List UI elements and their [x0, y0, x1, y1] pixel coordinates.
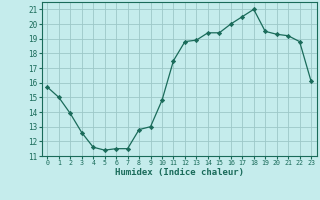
X-axis label: Humidex (Indice chaleur): Humidex (Indice chaleur) — [115, 168, 244, 177]
